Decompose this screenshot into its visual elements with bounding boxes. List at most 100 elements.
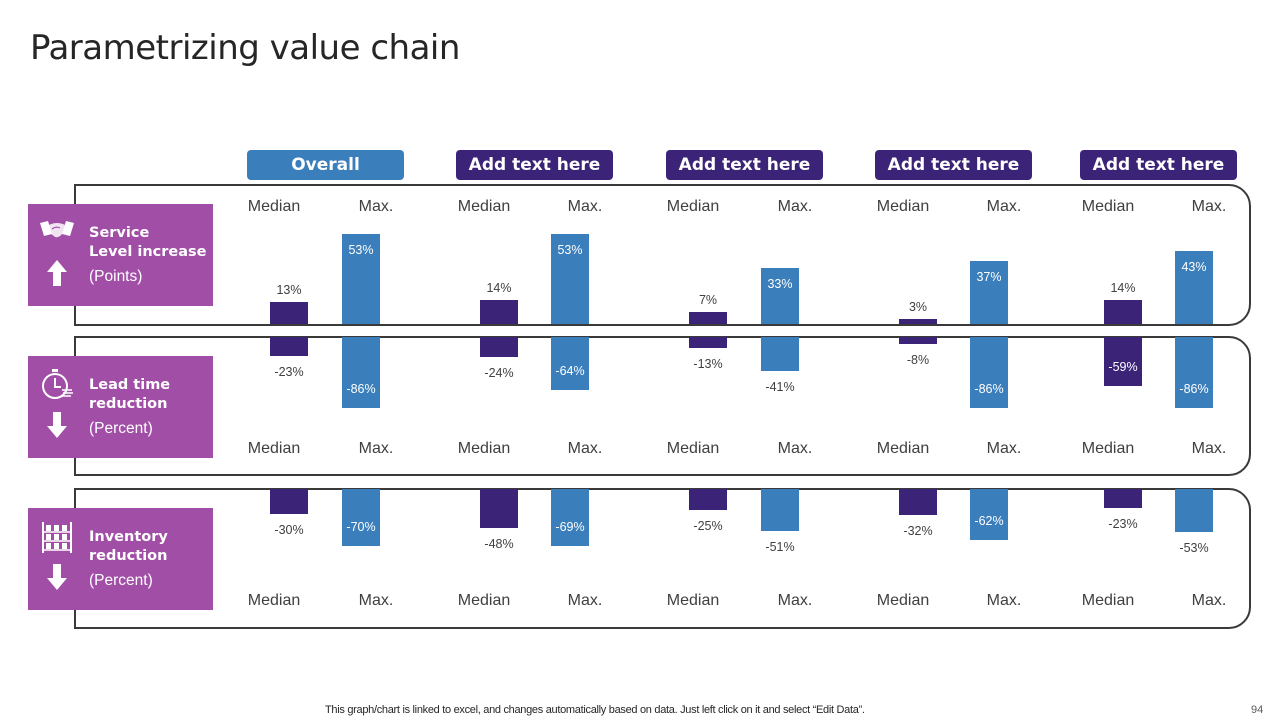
bar-max[interactable] <box>970 489 1008 540</box>
data-label: -24% <box>484 365 514 380</box>
bar-max[interactable] <box>551 233 589 324</box>
median-axis-label: Median <box>247 592 301 609</box>
column-header-group-2: Add text here <box>666 150 823 180</box>
bar-median[interactable] <box>899 318 937 324</box>
max-axis-label: Max. <box>986 198 1022 215</box>
category-name: Service Level increase <box>89 225 207 260</box>
bar-max[interactable] <box>970 261 1008 324</box>
bar-median[interactable] <box>270 489 308 514</box>
bar-median[interactable] <box>689 489 727 510</box>
bar-max[interactable] <box>761 267 799 324</box>
data-label: -69% <box>555 519 585 534</box>
data-label: -59% <box>1108 359 1138 374</box>
median-axis-label: Median <box>876 198 930 215</box>
stopwatch-icon <box>42 369 73 399</box>
bar-max[interactable] <box>1175 337 1213 409</box>
data-label: -70% <box>346 520 376 535</box>
category-unit: (Points) <box>89 268 143 285</box>
max-axis-label: Max. <box>358 440 394 457</box>
data-label: -48% <box>484 537 514 552</box>
median-axis-label: Median <box>457 198 511 215</box>
category-name: Inventory reduction <box>89 529 168 564</box>
bar-max[interactable] <box>342 337 380 409</box>
up-arrow-icon <box>47 260 67 286</box>
bar-max[interactable] <box>1175 489 1213 533</box>
bar-median[interactable] <box>689 337 727 348</box>
data-label: 43% <box>1181 259 1207 274</box>
bar-median[interactable] <box>899 489 937 516</box>
max-axis-label: Max. <box>777 592 813 609</box>
column-header-group-3: Add text here <box>875 150 1032 180</box>
data-label: -86% <box>974 382 1004 397</box>
bar-max[interactable] <box>342 489 380 547</box>
bar-max[interactable] <box>551 337 589 391</box>
bar-max[interactable] <box>761 337 799 372</box>
max-axis-label: Max. <box>358 198 394 215</box>
category-unit: (Percent) <box>89 572 153 589</box>
category-unit: (Percent) <box>89 420 153 437</box>
bar-median[interactable] <box>270 301 308 324</box>
data-label: 53% <box>348 242 374 257</box>
max-axis-label: Max. <box>567 592 603 609</box>
max-axis-label: Max. <box>1191 440 1227 457</box>
max-axis-label: Max. <box>777 440 813 457</box>
data-label: 3% <box>908 299 928 314</box>
page-number: 94 <box>1251 704 1264 716</box>
max-axis-label: Max. <box>567 198 603 215</box>
max-axis-label: Max. <box>986 592 1022 609</box>
down-arrow-icon <box>47 412 67 438</box>
bar-max[interactable] <box>551 489 589 546</box>
data-label: 53% <box>557 242 583 257</box>
median-axis-label: Median <box>876 592 930 609</box>
data-label: 7% <box>698 293 718 308</box>
warehouse-shelf-icon <box>42 522 72 553</box>
data-label: -41% <box>765 380 795 395</box>
slide-title: Parametrizing value chain <box>30 28 460 68</box>
bar-median[interactable] <box>899 337 937 344</box>
bar-median[interactable] <box>480 489 518 529</box>
median-axis-label: Median <box>457 440 511 457</box>
bar-max[interactable] <box>1175 250 1213 324</box>
footer-note: This graph/chart is linked to excel, and… <box>325 704 865 716</box>
median-axis-label: Median <box>666 440 720 457</box>
data-label: -32% <box>903 524 933 539</box>
bar-median[interactable] <box>1104 337 1142 386</box>
median-axis-label: Median <box>247 440 301 457</box>
data-label: 33% <box>767 276 793 291</box>
median-axis-label: Median <box>457 592 511 609</box>
max-axis-label: Max. <box>1191 198 1227 215</box>
max-axis-label: Max. <box>567 440 603 457</box>
handshake-icon <box>40 221 74 238</box>
category-card-lead-time: Lead time reduction (Percent) <box>28 356 213 458</box>
data-label: 37% <box>976 270 1002 285</box>
down-arrow-icon <box>47 564 67 590</box>
data-label: -8% <box>906 352 930 367</box>
max-axis-label: Max. <box>1191 592 1227 609</box>
category-card-service-level: Service Level increase (Points) <box>28 204 213 306</box>
bar-median[interactable] <box>270 337 308 357</box>
bar-median[interactable] <box>1104 489 1142 508</box>
max-axis-label: Max. <box>777 198 813 215</box>
data-label: -64% <box>555 364 585 379</box>
bar-median[interactable] <box>480 300 518 324</box>
median-axis-label: Median <box>666 198 720 215</box>
data-label: 14% <box>486 281 512 296</box>
median-axis-label: Median <box>666 592 720 609</box>
bar-median[interactable] <box>480 337 518 357</box>
median-axis-label: Median <box>1081 198 1135 215</box>
column-header-overall: Overall <box>247 150 404 180</box>
bar-median[interactable] <box>689 312 727 324</box>
bar-max[interactable] <box>970 337 1008 409</box>
data-label: -25% <box>693 518 723 533</box>
bar-max[interactable] <box>761 489 799 531</box>
bar-median[interactable] <box>1104 300 1142 324</box>
median-axis-label: Median <box>1081 592 1135 609</box>
data-label: -53% <box>1179 541 1209 556</box>
bar-max[interactable] <box>342 233 380 324</box>
data-label: -23% <box>274 365 304 380</box>
median-axis-label: Median <box>876 440 930 457</box>
data-label: -62% <box>974 513 1004 528</box>
column-header-group-1: Add text here <box>456 150 613 180</box>
median-axis-label: Median <box>1081 440 1135 457</box>
data-label: -86% <box>346 382 376 397</box>
